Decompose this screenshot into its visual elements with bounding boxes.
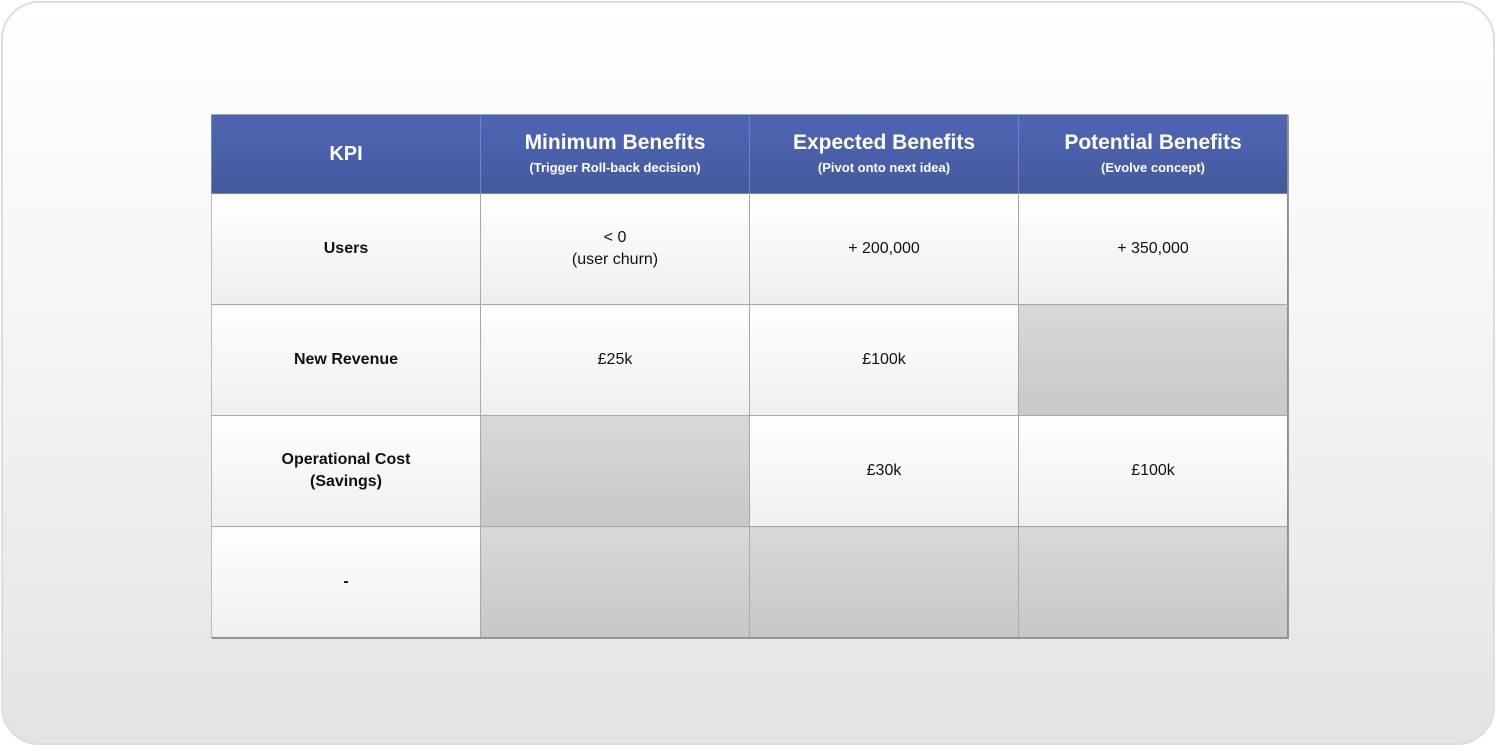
potential-cell-empty xyxy=(1018,304,1288,416)
minimum-cell: < 0 (user churn) xyxy=(480,193,750,305)
minimum-note: (user churn) xyxy=(571,251,659,268)
potential-cell-empty xyxy=(1018,526,1288,638)
table-row-operational-cost: Operational Cost (Savings) £30k £100k xyxy=(211,415,1288,527)
expected-cell: £30k xyxy=(749,415,1019,527)
potential-value: £100k xyxy=(1131,462,1175,479)
minimum-cell-empty xyxy=(480,415,750,527)
header-title: Potential Benefits xyxy=(1064,131,1242,154)
header-title: Minimum Benefits xyxy=(524,131,706,154)
potential-cell: + 350,000 xyxy=(1018,193,1288,305)
expected-value: £100k xyxy=(862,351,906,368)
minimum-cell-empty xyxy=(480,526,750,638)
header-subtitle: (Pivot onto next idea) xyxy=(817,160,951,175)
expected-cell-empty xyxy=(749,526,1019,638)
expected-value: + 200,000 xyxy=(848,240,920,257)
potential-cell: £100k xyxy=(1018,415,1288,527)
header-expected-benefits: Expected Benefits (Pivot onto next idea) xyxy=(749,114,1019,194)
expected-cell: £100k xyxy=(749,304,1019,416)
table-row-new-revenue: New Revenue £25k £100k xyxy=(211,304,1288,416)
kpi-cell: New Revenue xyxy=(211,304,481,416)
kpi-cell: Users xyxy=(211,193,481,305)
header-kpi-label: KPI xyxy=(329,143,363,165)
minimum-cell: £25k xyxy=(480,304,750,416)
kpi-label: - xyxy=(343,573,349,590)
header-subtitle: (Evolve concept) xyxy=(1100,160,1206,175)
header-potential-benefits: Potential Benefits (Evolve concept) xyxy=(1018,114,1288,194)
kpi-label: New Revenue xyxy=(293,351,399,368)
expected-cell: + 200,000 xyxy=(749,193,1019,305)
kpi-label: Users xyxy=(323,240,369,257)
header-title: Expected Benefits xyxy=(792,131,976,154)
kpi-cell: Operational Cost (Savings) xyxy=(211,415,481,527)
kpi-label-note: (Savings) xyxy=(309,473,382,490)
table-row-placeholder: - xyxy=(211,526,1288,638)
table-row-users: Users < 0 (user churn) + 200,000 + 350,0… xyxy=(211,193,1288,305)
header-subtitle: (Trigger Roll-back decision) xyxy=(529,160,701,175)
potential-value: + 350,000 xyxy=(1117,240,1189,257)
kpi-benefits-table: KPI Minimum Benefits (Trigger Roll-back … xyxy=(211,114,1288,638)
minimum-value: < 0 xyxy=(603,229,627,246)
minimum-value: £25k xyxy=(597,351,633,368)
header-minimum-benefits: Minimum Benefits (Trigger Roll-back deci… xyxy=(480,114,750,194)
header-kpi: KPI xyxy=(211,114,481,194)
kpi-cell: - xyxy=(211,526,481,638)
table-header-row: KPI Minimum Benefits (Trigger Roll-back … xyxy=(211,114,1288,194)
expected-value: £30k xyxy=(866,462,902,479)
kpi-label: Operational Cost xyxy=(281,451,411,468)
